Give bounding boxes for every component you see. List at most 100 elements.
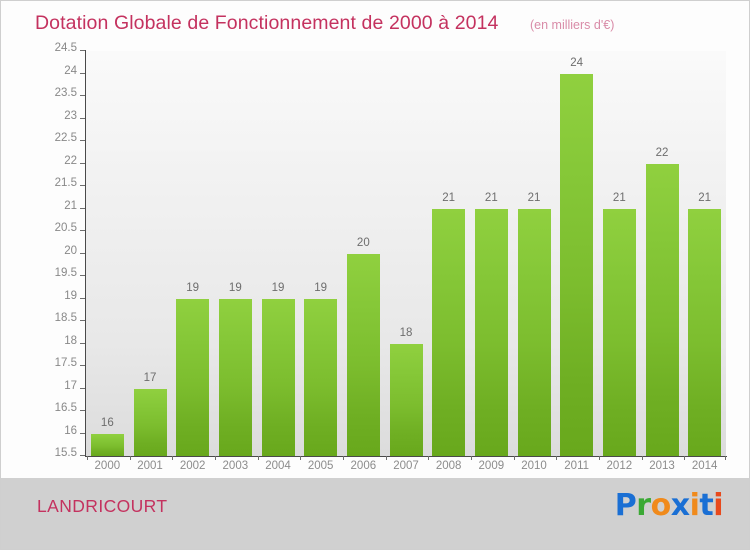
logo-letter: i: [689, 488, 700, 523]
x-axis-label: 2000: [94, 460, 121, 472]
y-tick-label: 16.5: [54, 402, 77, 414]
bar[interactable]: [560, 73, 594, 456]
bar-item[interactable]: [90, 51, 124, 456]
x-tick-mark: [725, 456, 727, 460]
y-tick-label: 21.5: [54, 177, 77, 189]
y-tick-mark: [80, 455, 85, 456]
y-tick-mark: [80, 72, 85, 74]
bar[interactable]: [261, 298, 295, 456]
bar-item[interactable]: [602, 51, 636, 456]
x-axis-label: 2003: [222, 460, 249, 472]
y-tick-label: 22.5: [54, 132, 77, 144]
y-tick-label: 18: [64, 334, 77, 347]
bar[interactable]: [517, 208, 551, 456]
x-tick-mark: [214, 456, 216, 460]
bar[interactable]: [688, 208, 722, 456]
logo-letter: x: [670, 488, 690, 523]
chart-subtitle: (en milliers d'€): [530, 18, 615, 32]
y-tick-mark: [80, 207, 85, 209]
y-tick-mark: [80, 117, 85, 119]
bar-value-label: 17: [143, 371, 157, 384]
x-axis-label: 2001: [137, 460, 163, 472]
y-tick-label: 22: [64, 154, 77, 167]
bar[interactable]: [133, 388, 167, 456]
y-tick-label: 18.5: [54, 312, 77, 324]
x-axis-label: 2012: [606, 460, 633, 472]
bar[interactable]: [602, 208, 636, 456]
y-tick-mark: [80, 185, 85, 186]
proxiti-logo[interactable]: Proxiti: [614, 488, 724, 523]
bar-item[interactable]: [218, 51, 252, 456]
y-tick-mark: [80, 410, 85, 411]
y-tick-mark: [80, 140, 85, 141]
bar-value-label: 20: [356, 236, 370, 249]
bar-item[interactable]: [304, 51, 338, 456]
bar[interactable]: [389, 343, 423, 456]
bar[interactable]: [176, 298, 210, 456]
x-axis-label: 2008: [435, 460, 462, 472]
bar[interactable]: [346, 253, 380, 456]
x-axis-label: 2013: [649, 460, 675, 472]
x-tick-mark: [470, 456, 472, 460]
y-tick-label: 20.5: [54, 222, 77, 234]
y-tick-label: 24: [64, 64, 77, 77]
y-tick-mark: [80, 95, 85, 96]
bar-value-label: 21: [612, 191, 626, 204]
x-axis-label: 2010: [521, 460, 547, 472]
bar-item[interactable]: [176, 51, 210, 456]
y-tick-mark: [80, 432, 85, 434]
bar-value-label: 21: [698, 191, 712, 204]
bar[interactable]: [218, 298, 252, 456]
bar-item[interactable]: [517, 51, 551, 456]
y-tick-label: 24.5: [54, 42, 77, 54]
x-tick-mark: [129, 456, 131, 460]
x-tick-mark: [385, 456, 387, 460]
x-axis-label: 2007: [393, 460, 419, 472]
x-tick-mark: [556, 456, 558, 460]
y-tick-label: 17.5: [54, 357, 77, 369]
bar-item[interactable]: [389, 51, 423, 456]
bar-item[interactable]: [688, 51, 722, 456]
bar-item[interactable]: [261, 51, 295, 456]
y-tick-mark: [80, 365, 85, 366]
bar-value-label: 19: [271, 281, 285, 294]
x-tick-mark: [342, 456, 344, 460]
x-axis-label: 2004: [265, 460, 291, 472]
bar[interactable]: [432, 208, 466, 456]
x-tick-mark: [428, 456, 430, 460]
bar-item[interactable]: [432, 51, 466, 456]
bar[interactable]: [304, 298, 338, 456]
x-axis-line: [85, 456, 727, 457]
y-tick-label: 19: [64, 289, 77, 302]
bar[interactable]: [645, 163, 679, 456]
bar-value-label: 21: [442, 191, 456, 204]
y-tick-mark: [80, 297, 85, 299]
y-tick-mark: [80, 230, 85, 231]
chart-header: Dotation Globale de Fonctionnement de 20…: [1, 1, 749, 45]
bar-value-label: 24: [570, 56, 584, 69]
y-tick-mark: [80, 320, 85, 321]
bar-item[interactable]: [474, 51, 508, 456]
y-tick-mark: [80, 252, 85, 254]
logo-letter: P: [614, 488, 637, 523]
bar-value-label: 21: [484, 191, 498, 204]
y-tick-mark: [80, 342, 85, 344]
logo-letter: i: [713, 488, 723, 523]
bar-item[interactable]: [645, 51, 679, 456]
bar[interactable]: [474, 208, 508, 456]
bar-item[interactable]: [133, 51, 167, 456]
bar-item[interactable]: [560, 51, 594, 456]
y-tick-label: 17: [64, 379, 77, 392]
logo-letter: t: [699, 488, 714, 523]
y-tick-label: 15.5: [54, 447, 77, 459]
y-tick-label: 16: [64, 424, 77, 437]
x-axis-label: 2005: [307, 460, 334, 472]
x-axis-label: 2009: [478, 460, 505, 472]
bar[interactable]: [90, 433, 124, 456]
bar-value-label: 18: [399, 326, 413, 339]
bar-item[interactable]: [346, 51, 380, 456]
page-title: Dotation Globale de Fonctionnement de 20…: [35, 12, 499, 34]
x-tick-mark: [257, 456, 259, 460]
logo-letter: r: [636, 488, 651, 523]
